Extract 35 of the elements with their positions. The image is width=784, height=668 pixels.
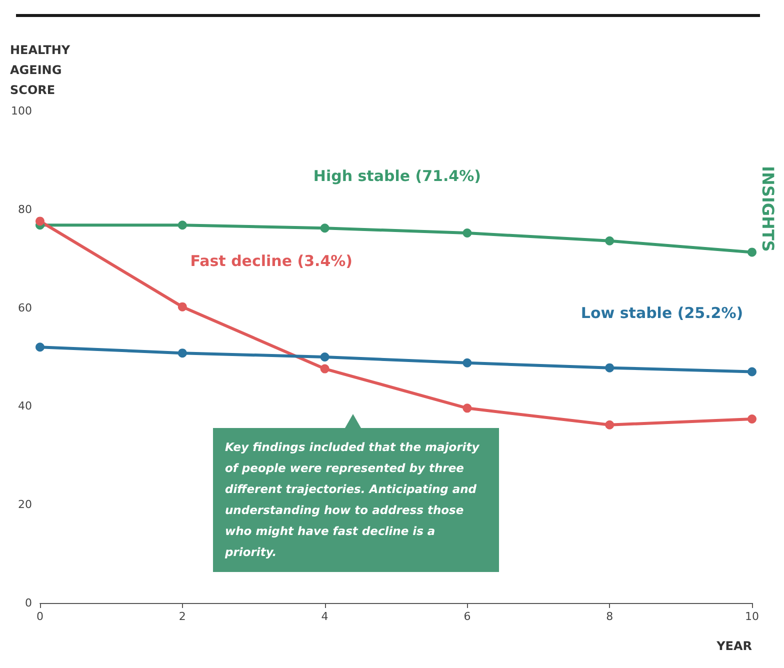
y-tick-label: 0 xyxy=(25,596,32,610)
x-tick-label: 2 xyxy=(178,610,186,623)
point xyxy=(36,216,44,226)
text: INSIGHTS xyxy=(758,166,778,252)
point xyxy=(748,248,756,257)
y-tick-label: 100 xyxy=(11,104,32,118)
point xyxy=(320,364,330,374)
point xyxy=(178,220,187,230)
x-tick-label: 10 xyxy=(745,610,759,623)
x-tick-label: 0 xyxy=(36,610,44,623)
point xyxy=(320,224,330,233)
x-tick-label: 8 xyxy=(606,610,614,623)
y-tick-label: 20 xyxy=(18,498,32,512)
point xyxy=(462,358,472,368)
y-tick-label: 80 xyxy=(18,202,32,216)
point xyxy=(320,352,330,362)
x-tick-label: 6 xyxy=(464,610,471,623)
point xyxy=(605,363,614,372)
y-axis-title: HEALTHY AGEING SCORE xyxy=(10,43,74,97)
point xyxy=(748,367,756,376)
y-tick-label: 60 xyxy=(18,301,32,314)
point xyxy=(462,228,472,238)
point xyxy=(36,342,44,352)
point xyxy=(605,420,614,430)
x-axis-title: YEAR xyxy=(716,639,752,653)
point xyxy=(462,404,472,413)
point xyxy=(605,236,614,246)
point xyxy=(748,414,756,424)
point xyxy=(178,302,187,312)
y-tick-label: 40 xyxy=(18,400,32,413)
text: Fast decline (3.4%) xyxy=(190,252,353,270)
point xyxy=(178,348,187,358)
x-tick-label: 4 xyxy=(321,610,328,623)
text: High stable (71.4%) xyxy=(313,167,481,186)
text: Low stable (25.2%) xyxy=(580,304,744,322)
